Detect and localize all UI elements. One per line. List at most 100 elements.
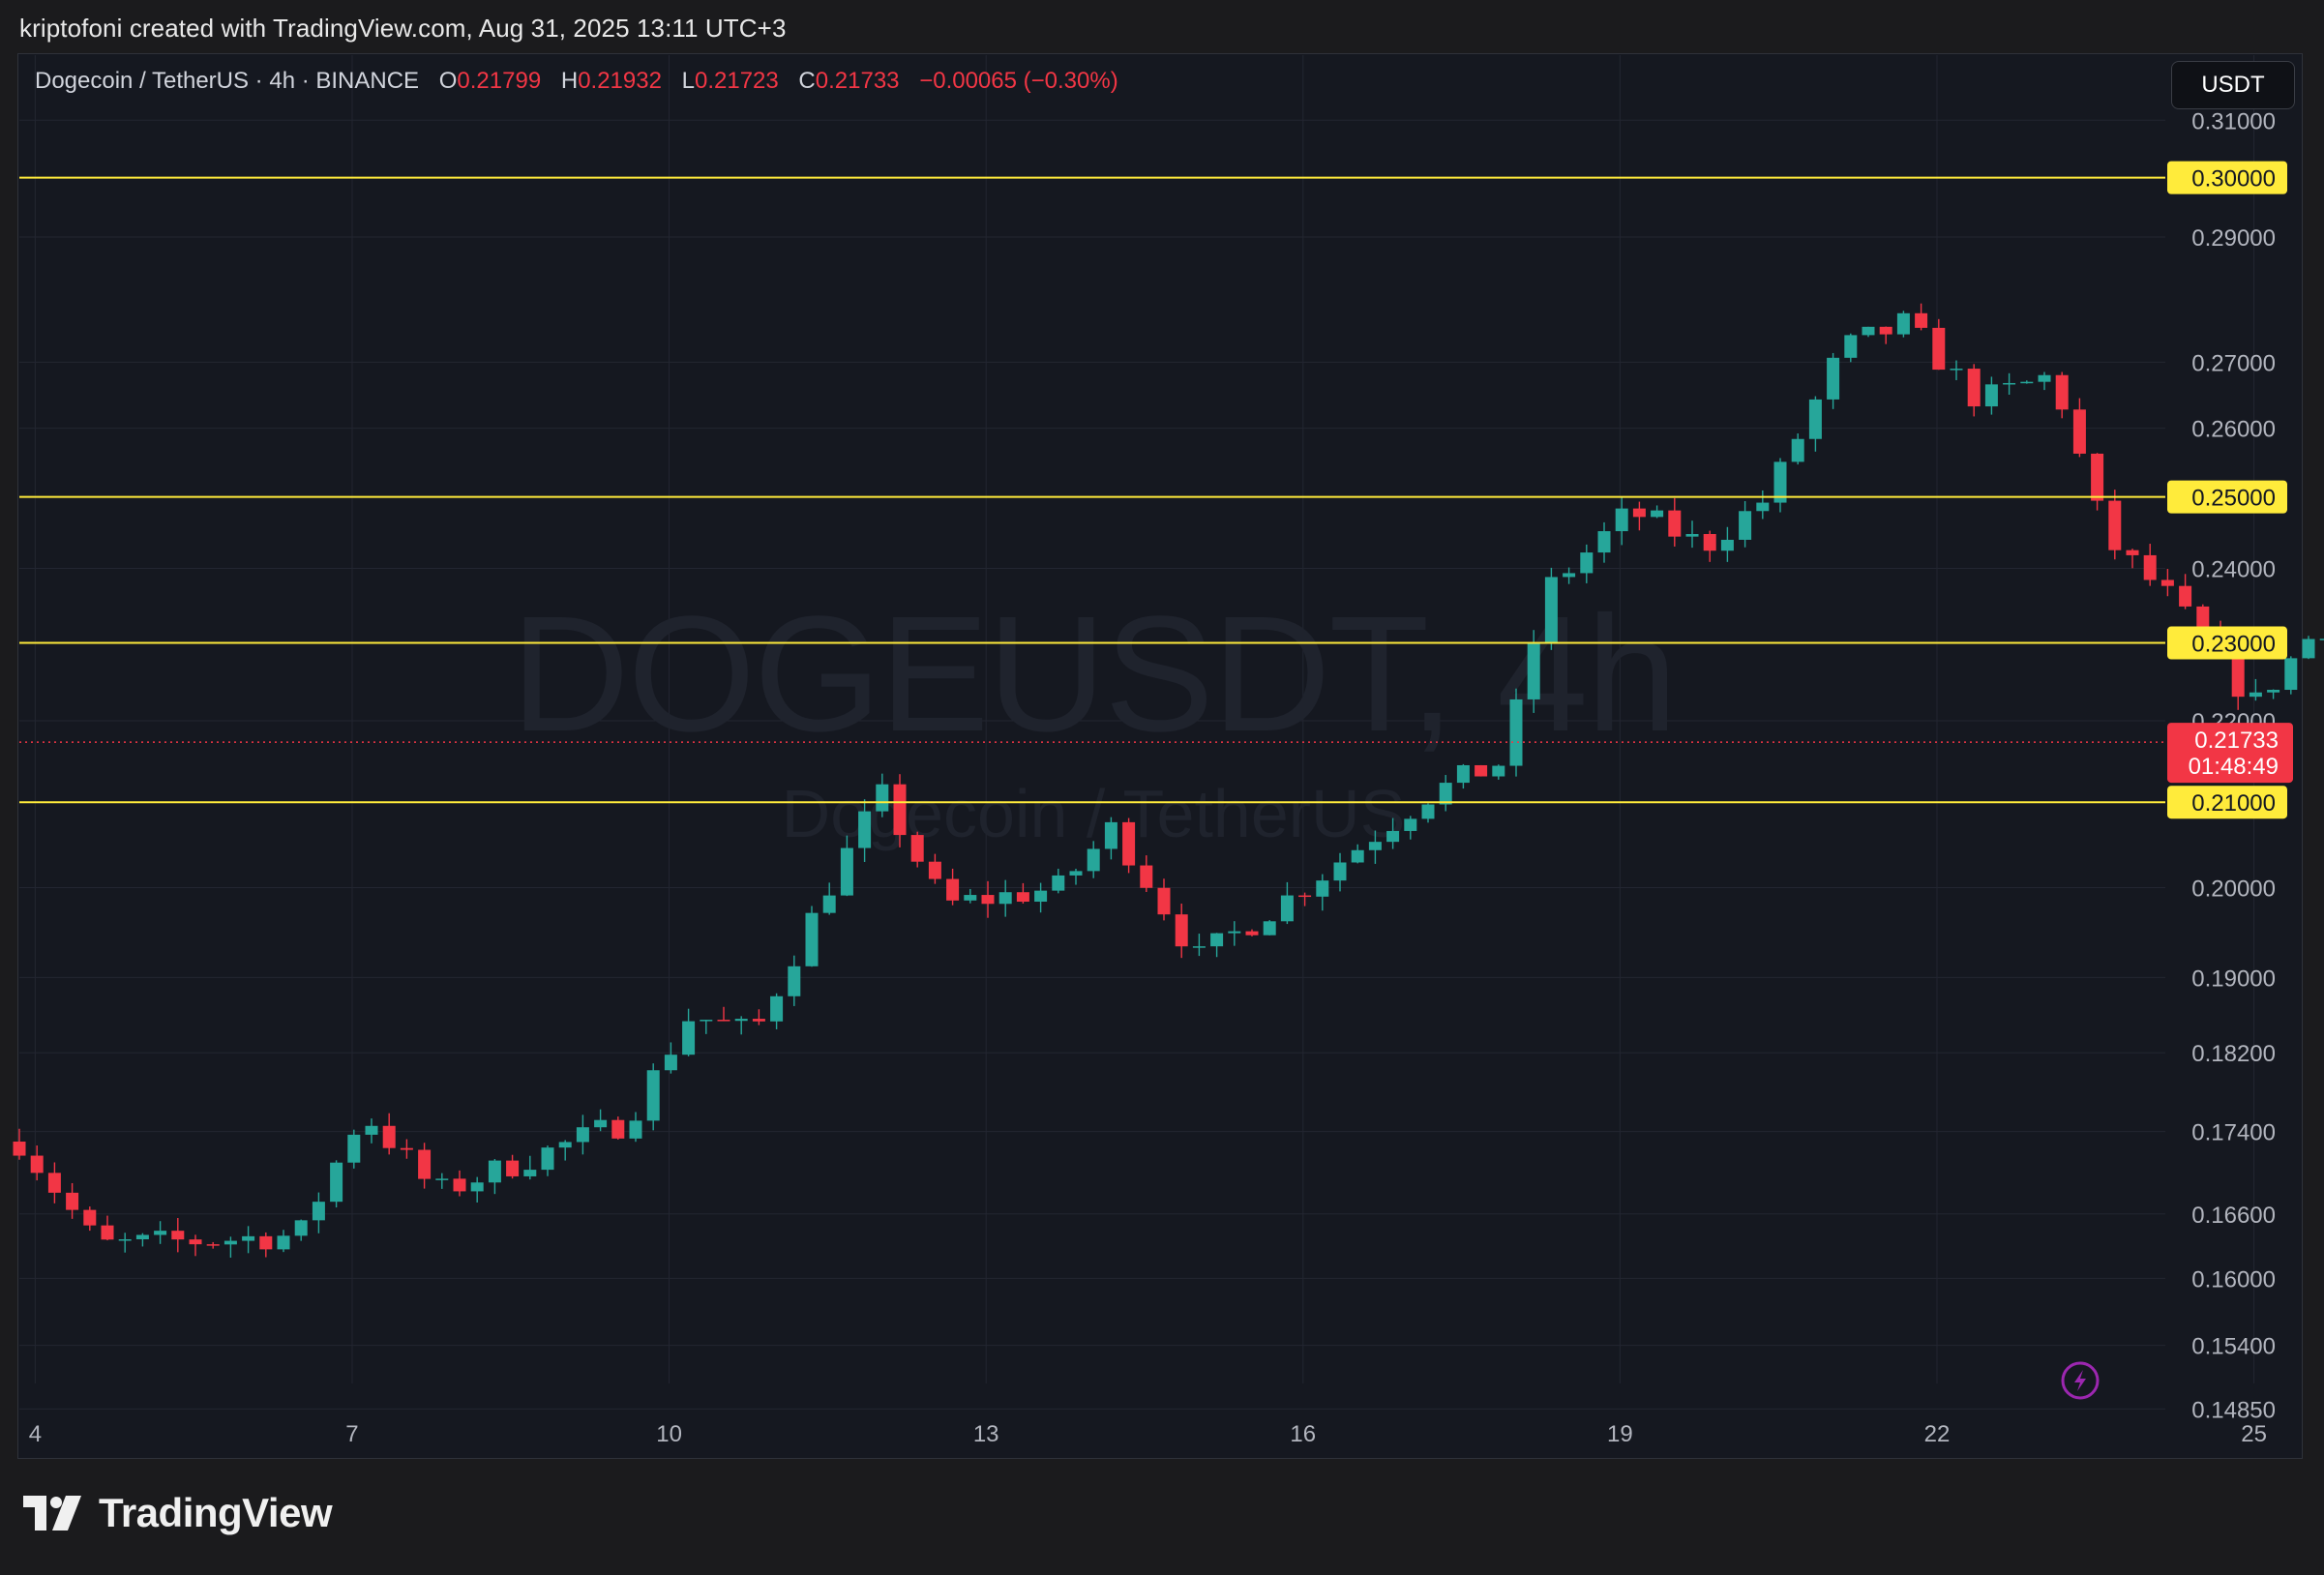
candle-body [418, 1149, 432, 1179]
candle-body [154, 1231, 167, 1235]
candle [312, 1192, 325, 1233]
candle [523, 1155, 537, 1180]
candle [435, 1173, 449, 1189]
candle [1087, 841, 1100, 878]
open-value: 0.21799 [457, 68, 542, 94]
level-tag-label: 0.25000 [2191, 486, 2276, 512]
candle [1827, 352, 1840, 409]
candle-body [1492, 765, 1505, 777]
candle [964, 888, 977, 904]
candle-body [1368, 842, 1382, 850]
candle-body [277, 1235, 290, 1250]
candle-body [13, 1142, 26, 1156]
candle [1316, 874, 1329, 911]
low-label: L [681, 68, 695, 94]
candle-body [998, 892, 1012, 905]
candle-body [2038, 374, 2051, 382]
candle-body [223, 1240, 237, 1245]
candle-body [2091, 453, 2104, 501]
tradingview-logo[interactable]: TradingView [23, 1490, 333, 1536]
candle-body [1404, 818, 1417, 831]
candle [1052, 868, 1065, 894]
candle-body [700, 1020, 713, 1022]
level-price-tag[interactable]: 0.21000 [2167, 786, 2287, 819]
open-label: O [438, 68, 458, 94]
y-tick-label: 0.24000 [2191, 557, 2276, 583]
candle-body [893, 784, 907, 836]
level-price-tag[interactable]: 0.25000 [2167, 480, 2287, 514]
level-tag-label: 0.21000 [2191, 790, 2276, 817]
candle-body [1544, 577, 1558, 642]
candle-body [576, 1127, 589, 1143]
candle-body [118, 1239, 132, 1241]
candle [400, 1139, 413, 1159]
candle [1333, 852, 1347, 892]
candle [1668, 497, 1682, 547]
candle-body [1915, 312, 1928, 328]
symbol-title[interactable]: Dogecoin / TetherUS · 4h · BINANCE [35, 68, 420, 94]
last-price-tag-bg [2167, 723, 2293, 784]
candle-body [1950, 369, 1963, 371]
candle [840, 835, 853, 897]
candle [488, 1159, 501, 1195]
chart-grid [19, 55, 2255, 1410]
candle-body [2179, 585, 2192, 607]
candle-body [242, 1235, 255, 1241]
candle-body [1333, 862, 1347, 881]
candle-body [488, 1160, 501, 1183]
candle-body [2020, 381, 2034, 384]
candle-body [840, 847, 853, 896]
candle [1404, 816, 1417, 840]
candle-body [2055, 374, 2069, 410]
lightning-icon[interactable] [2061, 1361, 2100, 1400]
candle [1879, 326, 1892, 344]
level-price-tag[interactable]: 0.30000 [2167, 161, 2287, 194]
candle-body [1720, 539, 1734, 551]
candle-body [1210, 933, 1224, 947]
candle-body [594, 1119, 608, 1128]
candle [1475, 764, 1488, 777]
candle-body [1984, 384, 1998, 407]
candle [805, 906, 819, 967]
watermark-name: Dogecoin / TetherUS [782, 776, 1406, 851]
candle [1756, 490, 1770, 520]
candle [2143, 544, 2157, 586]
candle-body [1475, 764, 1488, 777]
candle-body [2143, 554, 2157, 580]
candle [1563, 567, 1576, 584]
candle [2126, 549, 2139, 569]
change-value: −0.00065 (−0.30%) [919, 68, 1118, 94]
candle [453, 1170, 466, 1197]
currency-button[interactable]: USDT [2171, 61, 2295, 109]
candle [1720, 526, 1734, 562]
chart-panel[interactable] [17, 53, 2303, 1459]
level-price-tag[interactable]: 0.23000 [2167, 626, 2287, 660]
candle [470, 1176, 484, 1203]
candle-body [1456, 764, 1470, 784]
candle-body [135, 1234, 149, 1240]
watermark-ticker: DOGEUSDT, 4h [511, 582, 1676, 766]
candle [206, 1241, 220, 1249]
candle [259, 1232, 273, 1258]
candle [1844, 333, 1858, 363]
candle-body [506, 1160, 520, 1176]
candle [2179, 574, 2192, 609]
candle-body [1580, 552, 1594, 574]
candle-body [312, 1202, 325, 1221]
candle-body [259, 1235, 273, 1250]
candle-body [1069, 871, 1083, 876]
candle-body [1245, 931, 1259, 936]
candle [2108, 490, 2122, 560]
candle [1210, 933, 1224, 958]
candle-body [47, 1173, 61, 1193]
candle-body [1192, 946, 1206, 948]
candle [1615, 496, 1628, 546]
y-tick-label: 0.19000 [2191, 966, 2276, 992]
candle [1651, 505, 1664, 519]
candle [788, 955, 801, 1006]
candle [664, 1042, 677, 1074]
candle [365, 1118, 378, 1144]
candle-body [2319, 639, 2324, 640]
